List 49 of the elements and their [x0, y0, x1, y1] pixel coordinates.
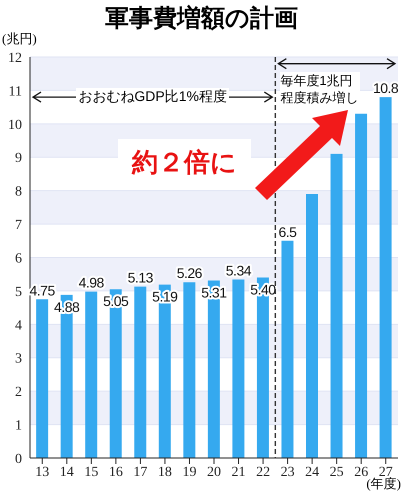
- data-label: 10.8: [372, 80, 399, 96]
- bar: [232, 280, 244, 458]
- y-tick-label: 2: [15, 385, 22, 400]
- bar: [330, 154, 343, 458]
- y-tick-label: 12: [8, 50, 22, 66]
- bar: [355, 114, 368, 458]
- x-tick-label: 16: [108, 464, 123, 480]
- x-tick-label: 13: [35, 464, 50, 480]
- annotation: おおむねGDP比1%程度: [76, 88, 229, 104]
- bar: [380, 97, 392, 458]
- bar: [281, 240, 294, 458]
- annotation: 毎年度1兆円程度積み増し: [280, 72, 360, 106]
- x-tick-label: 25: [330, 464, 344, 480]
- bar: [134, 286, 146, 458]
- y-tick-label: 3: [15, 352, 22, 367]
- bar: [36, 299, 48, 458]
- data-label: 4.98: [78, 274, 105, 291]
- y-tick-label: 6: [15, 251, 22, 266]
- bar: [85, 292, 98, 458]
- y-tick-label: 9: [15, 151, 22, 166]
- x-tick-label: 19: [182, 464, 196, 480]
- y-tick-label: 0: [15, 452, 22, 467]
- annotation: 約２倍に: [118, 138, 251, 186]
- x-tick-label: 15: [84, 464, 98, 480]
- data-label: 5.13: [128, 270, 154, 286]
- chart-title: 軍事費増額の計画: [105, 5, 298, 32]
- data-label: 5.40: [250, 282, 276, 298]
- y-tick-label: 4: [15, 318, 22, 334]
- bar: [306, 194, 318, 458]
- x-tick-label: 22: [256, 464, 270, 480]
- y-tick-label: 1: [15, 418, 22, 434]
- x-tick-label: 23: [280, 464, 295, 480]
- y-tick-label: 7: [15, 218, 22, 234]
- y-tick-label: 5: [15, 284, 22, 300]
- x-tick-label: 14: [60, 464, 74, 480]
- y-tick-label: 10: [8, 118, 22, 133]
- x-tick-label: 20: [207, 464, 221, 480]
- y-tick-label: 11: [8, 84, 22, 100]
- x-tick-label: 18: [158, 464, 172, 480]
- data-label: 5.34: [226, 262, 252, 279]
- y-axis-title: (兆円): [2, 30, 37, 48]
- x-tick-label: 17: [133, 464, 148, 480]
- data-label: 6.5: [278, 224, 298, 240]
- y-tick-label: 8: [15, 184, 22, 200]
- data-label: 5.26: [176, 265, 203, 282]
- x-tick-label: 26: [354, 464, 368, 480]
- x-tick-label: 21: [232, 464, 246, 480]
- x-tick-label: 24: [305, 464, 320, 480]
- bar: [183, 282, 196, 458]
